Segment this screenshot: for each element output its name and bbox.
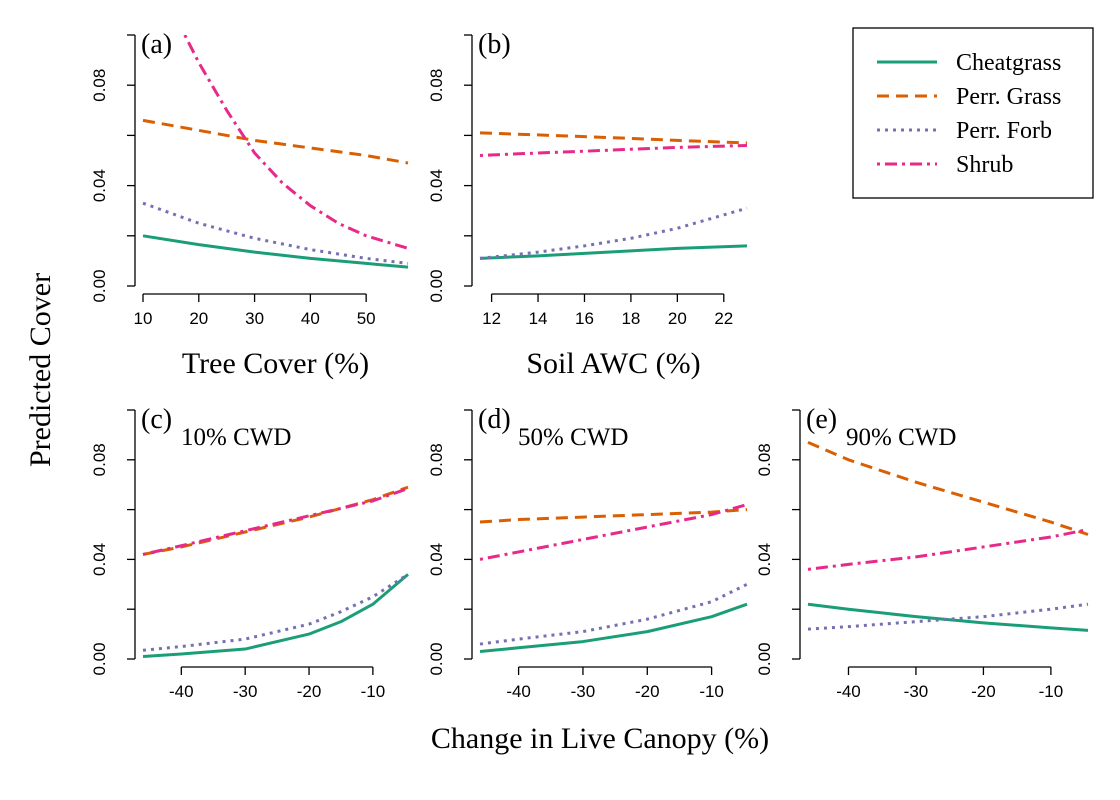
legend-label-cheatgrass: Cheatgrass — [956, 50, 1061, 76]
series-line-perr-forb — [142, 201, 409, 265]
x-tick-label: -20 — [297, 682, 322, 701]
x-tick-label: 30 — [245, 309, 264, 328]
y-tick-label: 0.08 — [427, 443, 446, 476]
series-line-shrub — [479, 143, 748, 157]
y-tick-label: 0.08 — [427, 69, 446, 102]
panel-d: 0.00 0.04 0.08 -40 -30 -20 -10 (d) 50% CWD — [427, 404, 748, 701]
series-line-perr-grass — [807, 440, 1089, 536]
x-tick-label: 16 — [575, 309, 594, 328]
series-line-cheatgrass — [142, 234, 409, 269]
x-tick-label: 14 — [529, 309, 548, 328]
x-tick-label: -40 — [169, 682, 194, 701]
x-tick-label: -10 — [1039, 682, 1064, 701]
series-line-perr-forb — [142, 573, 409, 652]
panel-label: (d) — [478, 404, 511, 435]
x-tick-label: -20 — [635, 682, 660, 701]
y-tick-label: 0.00 — [427, 642, 446, 675]
y-tick-label: 0.08 — [90, 69, 109, 102]
x-tick-label: -10 — [361, 682, 386, 701]
series-line-shrub — [142, 487, 409, 556]
panel-label: (a) — [141, 29, 172, 60]
x-axis-label: Tree Cover (%) — [182, 347, 369, 380]
series-line-cheatgrass — [479, 244, 748, 260]
panel-a: 0.00 0.04 0.08 10 20 30 40 50 Tree Cover (%) (a) — [90, 29, 409, 380]
panel-e: 0.00 0.04 0.08 -40 -30 -20 -10 (e) 90% CWD — [755, 404, 1089, 701]
x-tick-label: -20 — [971, 682, 996, 701]
series-group — [142, 35, 409, 269]
series-group — [479, 503, 748, 654]
y-tick-label: 0.00 — [755, 642, 774, 675]
series-line-shrub — [807, 528, 1089, 571]
series-line-cheatgrass — [807, 602, 1089, 632]
series-line-shrub — [479, 503, 748, 561]
x-tick-label: -10 — [699, 682, 724, 701]
figure-x-axis-label: Change in Live Canopy (%) — [431, 722, 769, 755]
x-tick-label: 18 — [621, 309, 640, 328]
y-tick-label: 0.04 — [90, 169, 109, 202]
x-tick-label: -40 — [506, 682, 531, 701]
y-tick-label: 0.08 — [90, 443, 109, 476]
series-line-perr-grass — [142, 118, 409, 165]
x-tick-label: -30 — [904, 682, 929, 701]
series-line-perr-grass — [479, 508, 748, 524]
series-line-perr-forb — [479, 206, 748, 260]
y-tick-label: 0.00 — [90, 642, 109, 675]
series-group — [479, 131, 748, 260]
y-tick-label: 0.04 — [755, 543, 774, 576]
series-line-shrub — [183, 35, 409, 250]
x-tick-label: 40 — [301, 309, 320, 328]
legend-label-perr-forb: Perr. Forb — [956, 118, 1052, 144]
panel-b: 0.00 0.04 0.08 12 14 16 18 20 22 Soil AWC (%) (b) — [427, 29, 748, 380]
x-tick-label: -30 — [233, 682, 258, 701]
legend: Cheatgrass Perr. Grass Perr. Forb Shrub — [852, 27, 1094, 199]
series-line-perr-forb — [479, 582, 748, 646]
y-tick-label: 0.04 — [427, 543, 446, 576]
panel-subtitle: 50% CWD — [518, 424, 628, 451]
panel-label: (b) — [478, 29, 511, 60]
x-tick-label: 20 — [189, 309, 208, 328]
y-tick-label: 0.04 — [90, 543, 109, 576]
x-tick-label: 12 — [482, 309, 501, 328]
y-tick-label: 0.00 — [427, 269, 446, 302]
panel-c: 0.00 0.04 0.08 -40 -30 -20 -10 (c) 10% CWD — [90, 404, 409, 701]
x-tick-label: -30 — [571, 682, 596, 701]
panel-label: (c) — [141, 404, 172, 435]
x-tick-label: 20 — [668, 309, 687, 328]
x-tick-label: 50 — [357, 309, 376, 328]
x-tick-label: 10 — [134, 309, 153, 328]
x-tick-label: 22 — [714, 309, 733, 328]
y-tick-label: 0.00 — [90, 269, 109, 302]
panel-label: (e) — [806, 404, 837, 435]
series-group — [807, 440, 1089, 632]
x-tick-label: -40 — [836, 682, 861, 701]
series-group — [142, 485, 409, 659]
legend-label-shrub: Shrub — [956, 152, 1013, 178]
x-axis-label: Soil AWC (%) — [526, 347, 700, 380]
y-tick-label: 0.08 — [755, 443, 774, 476]
figure-y-axis-label: Predicted Cover — [24, 273, 57, 467]
y-tick-label: 0.04 — [427, 169, 446, 202]
series-line-cheatgrass — [142, 573, 409, 659]
series-line-cheatgrass — [479, 602, 748, 654]
panel-subtitle: 90% CWD — [846, 424, 956, 451]
series-line-perr-forb — [807, 602, 1089, 631]
series-line-perr-grass — [479, 131, 748, 145]
legend-box — [852, 27, 1094, 199]
panel-subtitle: 10% CWD — [181, 424, 291, 451]
legend-label-perr-grass: Perr. Grass — [956, 84, 1061, 110]
